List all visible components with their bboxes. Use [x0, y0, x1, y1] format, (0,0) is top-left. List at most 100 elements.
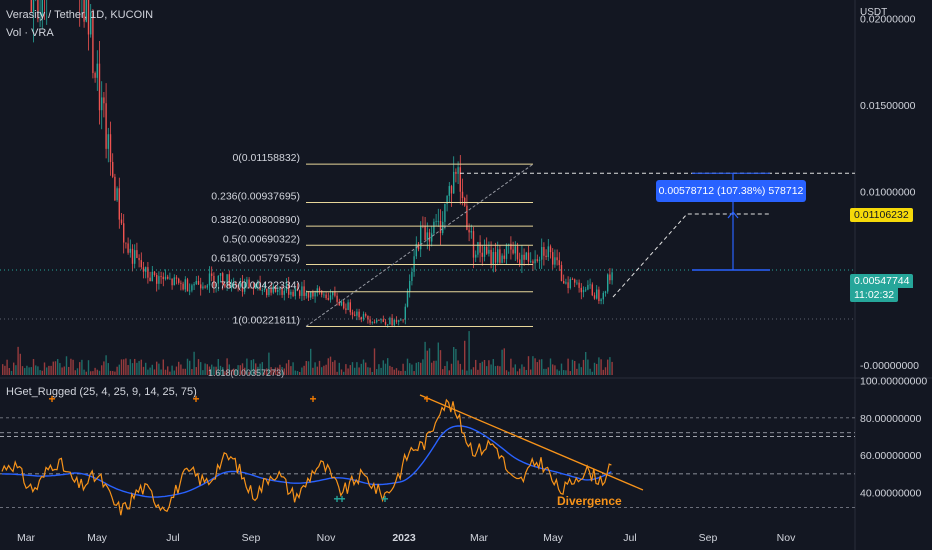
price-axis-tick: 0.01500000 [860, 100, 916, 112]
candle-body [325, 294, 327, 299]
volume-bar [560, 363, 563, 375]
volume-bar [248, 371, 250, 375]
candle-body [149, 277, 151, 282]
candle-body [563, 281, 565, 284]
fib-retracement [305, 163, 534, 327]
volume-bar [6, 359, 8, 375]
candle-body [554, 257, 556, 265]
volume-bar [439, 350, 442, 375]
time-axis-label: Nov [777, 532, 796, 544]
candle-body [365, 314, 367, 316]
candle-body [239, 281, 241, 287]
signal-marker-icon: + [423, 392, 430, 406]
candle-body [134, 250, 136, 264]
candle-body [261, 290, 263, 291]
candle-body [415, 243, 417, 257]
candle-body [384, 321, 387, 325]
candle-body [521, 254, 523, 265]
volume-bar [494, 366, 497, 375]
candle-body [164, 276, 167, 280]
candle-body [147, 267, 149, 278]
candle-body [525, 252, 527, 260]
candle-body [490, 249, 492, 265]
candle-body [345, 308, 347, 310]
candle-body [191, 285, 193, 291]
volume-bar [358, 367, 360, 375]
candle-body [356, 311, 358, 316]
volume-bar [134, 358, 136, 375]
volume-bar [589, 368, 591, 375]
volume-bar [547, 367, 549, 375]
candle-body [582, 289, 585, 293]
volume-bar [81, 359, 83, 375]
indicator-axis-tick: 100.00000000 [860, 375, 927, 387]
volume-bar [477, 369, 479, 375]
volume-bar [189, 360, 191, 375]
candle-body [116, 188, 118, 201]
candle-body [204, 286, 206, 288]
candle-body [347, 302, 349, 310]
candle-body [310, 291, 312, 298]
candle-body [109, 134, 112, 162]
candle-body [437, 220, 439, 222]
volume-bar [536, 362, 538, 375]
candle-body [461, 191, 464, 199]
candle-body [571, 279, 574, 280]
candle-body [336, 295, 338, 302]
candle-body [527, 252, 530, 262]
volume-bar [17, 346, 19, 375]
candle-body [303, 286, 305, 296]
candle-body [327, 298, 329, 300]
volume-bar [217, 359, 219, 375]
candle-body [420, 225, 422, 250]
candle-body [37, 0, 39, 19]
volume-bar [272, 369, 274, 375]
candle-body [508, 243, 510, 245]
candle-body [186, 279, 189, 292]
volume-bar [415, 362, 417, 375]
candle-body [279, 288, 281, 290]
volume-bar [28, 367, 30, 375]
candle-body [30, 0, 32, 12]
volume-bar [391, 366, 393, 375]
volume-bar [129, 359, 131, 375]
signal-marker-icon: + [48, 392, 55, 406]
volume-bar [604, 367, 607, 375]
volume-bar [83, 369, 85, 375]
volume-bar [532, 356, 534, 375]
candle-body [404, 306, 406, 320]
measure-arrow [727, 211, 739, 219]
volume-bar [85, 371, 87, 375]
volume-bar [611, 361, 613, 375]
volume-bar [127, 365, 129, 375]
candle-body [450, 186, 453, 194]
fib-trend-line [305, 163, 534, 327]
volume-bar [591, 371, 593, 375]
candle-body [202, 286, 204, 289]
volume-bar [32, 359, 35, 375]
volume-bar [426, 350, 428, 375]
volume-bar [61, 367, 63, 375]
volume-bar [120, 359, 123, 375]
volume-bar [206, 364, 208, 375]
candle-body [120, 219, 123, 224]
volume-bar [571, 359, 574, 375]
candle-body [338, 301, 340, 306]
candle-body [439, 220, 442, 234]
volume-bar [384, 363, 387, 375]
volume-bar [378, 364, 380, 375]
volume-bar [327, 358, 329, 375]
candle-body [486, 246, 488, 254]
volume-bar [123, 359, 125, 375]
volume-bars [2, 331, 613, 375]
candle-body [151, 271, 153, 282]
candle-body [536, 259, 538, 261]
volume-bar [578, 363, 580, 375]
time-axis-label: May [543, 532, 564, 544]
volume-bar [191, 369, 193, 375]
volume-bar [140, 359, 142, 375]
volume-bar [21, 366, 24, 375]
volume-bar [549, 358, 552, 375]
candle-body [585, 289, 587, 291]
